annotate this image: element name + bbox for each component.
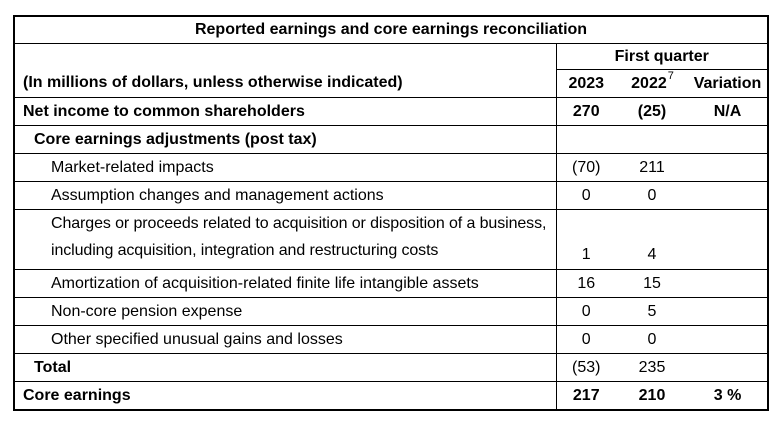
value-2023: 217: [556, 381, 616, 411]
column-group-first-quarter: First quarter: [556, 43, 769, 70]
value-2022: 235: [616, 353, 688, 382]
value-2022: 15: [616, 269, 688, 298]
value-variation: [688, 153, 769, 182]
value-variation: [688, 269, 769, 298]
value-2023: (53): [556, 353, 616, 382]
value-2022: 4: [616, 209, 688, 270]
row-label: Total: [14, 353, 557, 382]
value-2023: 0: [556, 297, 616, 326]
table-row-acquisition-charges: Charges or proceeds related to acquisiti…: [14, 209, 769, 270]
earnings-reconciliation-table: Reported earnings and core earnings reco…: [13, 15, 770, 411]
row-label: Market-related impacts: [14, 153, 557, 182]
table-row-non-core-pension: Non-core pension expense 0 5: [14, 297, 769, 326]
value-variation: 3 %: [688, 381, 769, 411]
row-label: Core earnings: [14, 381, 557, 411]
value-2023: 0: [556, 325, 616, 354]
value-2022: (25): [616, 97, 688, 126]
table-title: Reported earnings and core earnings reco…: [14, 16, 769, 44]
table-row-amortization: Amortization of acquisition-related fini…: [14, 269, 769, 298]
value-variation: N/A: [688, 97, 769, 126]
value-2023: [556, 125, 616, 154]
value-variation: [688, 125, 769, 154]
table-row-total: Total (53) 235: [14, 353, 769, 382]
value-2022: 210: [616, 381, 688, 411]
value-2023: 16: [556, 269, 616, 298]
column-header-2023: 2023: [556, 69, 616, 98]
table-row-core-adjustments-heading: Core earnings adjustments (post tax): [14, 125, 769, 154]
column-header-2022-label: 2022: [631, 74, 667, 92]
value-2022: 0: [616, 325, 688, 354]
column-header-2022: 20227: [616, 69, 688, 98]
value-variation: [688, 209, 769, 270]
value-2022: 5: [616, 297, 688, 326]
table-row-core-earnings: Core earnings 217 210 3 %: [14, 381, 769, 411]
row-label: Net income to common shareholders: [14, 97, 557, 126]
column-header-row: 2023 20227 Variation: [14, 69, 769, 98]
value-2023: 1: [556, 209, 616, 270]
footnote-marker-7: 7: [667, 70, 674, 83]
value-variation: [688, 181, 769, 210]
value-2023: (70): [556, 153, 616, 182]
value-variation: [688, 353, 769, 382]
table-row-market-related-impacts: Market-related impacts (70) 211: [14, 153, 769, 182]
row-label: Assumption changes and management action…: [14, 181, 557, 210]
value-2022: 0: [616, 181, 688, 210]
value-variation: [688, 325, 769, 354]
table-row-assumption-changes: Assumption changes and management action…: [14, 181, 769, 210]
value-2022: [616, 125, 688, 154]
units-label: (In millions of dollars, unless otherwis…: [14, 43, 557, 98]
value-2023: 0: [556, 181, 616, 210]
value-2023: 270: [556, 97, 616, 126]
title-row: Reported earnings and core earnings reco…: [14, 16, 769, 44]
group-header-row: (In millions of dollars, unless otherwis…: [14, 43, 769, 98]
column-header-variation: Variation: [688, 69, 769, 98]
table-row-net-income: Net income to common shareholders 270 (2…: [14, 97, 769, 126]
row-label: Amortization of acquisition-related fini…: [14, 269, 557, 298]
row-label: Charges or proceeds related to acquisiti…: [14, 209, 557, 270]
row-label: Non-core pension expense: [14, 297, 557, 326]
value-variation: [688, 297, 769, 326]
value-2022: 211: [616, 153, 688, 182]
row-label: Other specified unusual gains and losses: [14, 325, 557, 354]
row-label: Core earnings adjustments (post tax): [14, 125, 557, 154]
table-row-other-unusual: Other specified unusual gains and losses…: [14, 325, 769, 354]
